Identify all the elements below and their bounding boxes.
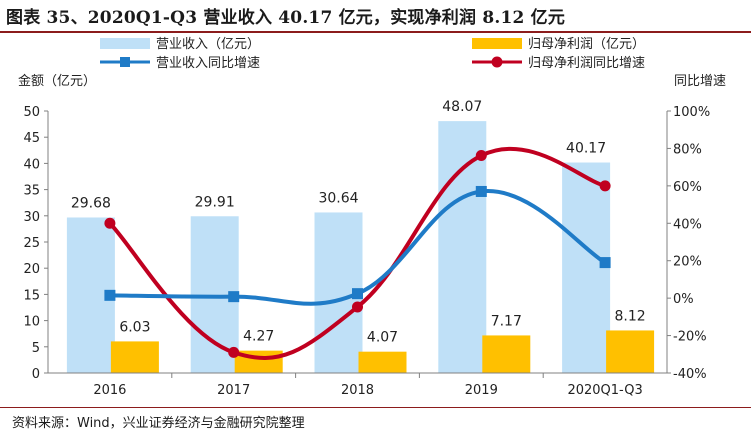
y-right-tick-label: -20% [673, 330, 707, 345]
y-left-tick-label: 45 [23, 131, 40, 146]
source-divider [0, 407, 751, 408]
y-left-tick-label: 10 [23, 315, 40, 330]
revenue-data-label: 30.64 [318, 190, 358, 206]
profit-data-label: 4.07 [367, 330, 398, 346]
y-right-tick-label: 80% [673, 142, 702, 157]
profit-growth-point [228, 346, 240, 358]
profit-growth-point [352, 301, 363, 313]
profit-bar [110, 341, 159, 373]
revenue-growth-point [228, 291, 240, 303]
revenue-growth-point [352, 288, 363, 300]
legend-swatch-profit [472, 38, 522, 49]
revenue-data-label: 40.17 [566, 141, 606, 157]
y-right-tick-label: 20% [673, 255, 702, 270]
profit-growth-point [599, 180, 611, 192]
y-right-tick-label: 100% [673, 105, 710, 120]
x-tick-label: 2019 [465, 383, 498, 398]
revenue-growth-point [104, 289, 116, 301]
y-left-tick-label: 15 [23, 288, 40, 303]
profit-bar [606, 330, 655, 373]
profit-data-label: 8.12 [615, 308, 646, 324]
y-left-axis-label: 金额（亿元） [18, 73, 96, 89]
revenue-data-label: 48.07 [442, 99, 482, 115]
title-divider [0, 31, 751, 33]
profit-data-label: 7.17 [491, 313, 522, 329]
x-tick-label: 2017 [217, 383, 250, 398]
legend-label-profit: 归母净利润（亿元） [528, 37, 645, 52]
y-right-tick-label: -40% [673, 367, 707, 382]
y-right-tick-label: 40% [673, 217, 702, 232]
revenue-bar [438, 121, 487, 374]
revenue-data-label: 29.68 [71, 195, 111, 211]
profit-growth-point [104, 217, 116, 229]
x-tick-label: 2020Q1-Q3 [567, 383, 642, 398]
y-left-tick-label: 30 [23, 210, 40, 225]
profit-growth-point [475, 150, 487, 162]
y-right-tick-label: 0% [673, 292, 694, 307]
revenue-data-label: 29.91 [195, 194, 235, 210]
y-left-tick-label: 50 [23, 105, 40, 120]
y-left-tick-label: 0 [32, 367, 40, 382]
y-left-tick-label: 5 [32, 341, 40, 356]
y-left-tick-label: 20 [23, 262, 40, 277]
y-left-tick-label: 40 [23, 157, 40, 172]
legend-label-revenue-growth: 营业收入同比增速 [156, 56, 260, 71]
revenue-growth-point [475, 185, 487, 197]
x-tick-label: 2016 [93, 383, 126, 398]
y-right-axis-label: 同比增速 [674, 74, 726, 89]
profit-bar [358, 351, 407, 373]
profit-data-label: 4.27 [243, 329, 274, 345]
legend-swatch-revenue [100, 38, 150, 49]
profit-data-label: 6.03 [119, 319, 150, 335]
profit-bar [482, 335, 531, 373]
chart-title: 图表 35、2020Q1-Q3 营业收入 40.17 亿元，实现净利润 8.12… [6, 8, 566, 28]
x-tick-label: 2018 [341, 383, 374, 398]
legend-label-profit-growth: 归母净利润同比增速 [528, 56, 645, 71]
legend-marker-revenue-growth [120, 57, 130, 67]
source-note: 资料来源：Wind，兴业证券经济与金融研究院整理 [12, 416, 305, 431]
revenue-growth-point [599, 257, 611, 269]
y-right-tick-label: 60% [673, 180, 702, 195]
y-left-tick-label: 35 [23, 184, 40, 199]
y-left-tick-label: 25 [23, 236, 40, 251]
legend-label-revenue: 营业收入（亿元） [156, 37, 260, 52]
legend-marker-profit-growth [491, 56, 503, 68]
